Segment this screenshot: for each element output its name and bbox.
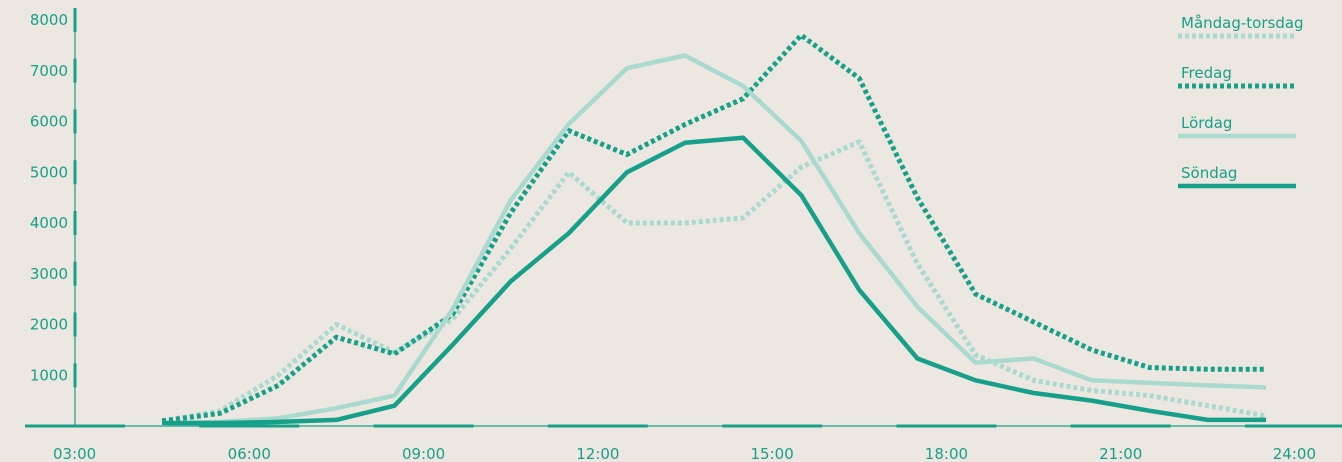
legend-label: Söndag	[1181, 164, 1237, 182]
axes: 1000 2000 3000 4000 5000 6000 7000 8000 03:00 06:…	[25, 8, 1342, 462]
series-line-1	[161, 32, 1266, 424]
legend-label: Lördag	[1181, 114, 1232, 132]
x-tick-label: 21:00	[1099, 445, 1142, 462]
x-tick-label: 24:00	[1273, 445, 1316, 462]
x-tick-label: 09:00	[402, 445, 445, 462]
series-line-3	[162, 135, 1266, 426]
series-layer	[161, 32, 1267, 426]
y-tick-label: 2000	[30, 316, 68, 334]
x-tick-label: 18:00	[925, 445, 968, 462]
y-tick-label: 8000	[30, 11, 68, 29]
y-tick-label: 7000	[30, 62, 68, 80]
legend-label: Fredag	[1181, 64, 1232, 82]
legend: Måndag-torsdag Fredag Lördag Söndag	[1178, 14, 1304, 189]
x-tick-label: 15:00	[751, 445, 794, 462]
y-tick-label: 6000	[30, 113, 68, 131]
x-tick-label: 12:00	[576, 445, 619, 462]
y-tick-label: 3000	[30, 265, 68, 283]
series-line-2	[162, 53, 1267, 426]
y-tick-label: 4000	[30, 214, 68, 232]
legend-label: Måndag-torsdag	[1181, 14, 1304, 32]
x-tick-label: 03:00	[53, 445, 96, 462]
y-tick-label: 1000	[30, 366, 68, 384]
series-line-0	[161, 139, 1267, 424]
x-tick-label: 06:00	[228, 445, 271, 462]
y-tick-label: 5000	[30, 163, 68, 181]
